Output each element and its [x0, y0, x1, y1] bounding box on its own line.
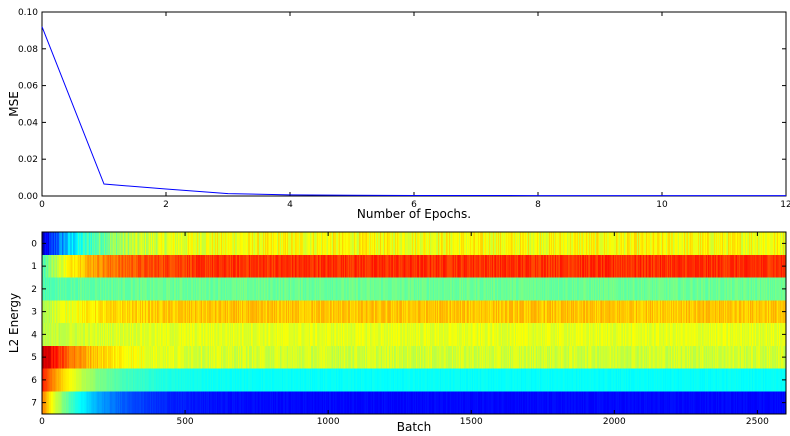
- energy-heatmap-image: [42, 232, 786, 414]
- mse-xtick-label: 4: [287, 200, 293, 210]
- heatmap-ylabel: L2 Energy: [7, 293, 21, 353]
- mse-ytick-label: 0.10: [18, 8, 38, 18]
- mse-xtick-label: 6: [411, 200, 417, 210]
- heatmap-xtick-label: 1000: [317, 417, 340, 427]
- heatmap-ytick-label: 7: [31, 399, 37, 409]
- heatmap-plot-frame: [41, 231, 787, 415]
- mse-ytick-label: 0.06: [18, 82, 38, 92]
- mse-xtick-label: 2: [163, 200, 169, 210]
- heatmap-xtick-label: 500: [176, 417, 193, 427]
- mse-axis-ticks: 0 2 4 6 8 10 12 0.00 0.02 0.04 0.06 0.08 0.10: [18, 8, 790, 210]
- heatmap-ytick-label: 3: [31, 308, 37, 318]
- mse-chart: 0 2 4 6 8 10 12 0.00 0.02 0.04 0.06 0.08 0.10 Number…: [7, 8, 790, 221]
- mse-plot-frame: [41, 11, 787, 197]
- heatmap-xlabel: Batch: [397, 420, 432, 434]
- heatmap-ytick-label: 6: [31, 376, 37, 386]
- mse-xtick-label: 10: [656, 200, 668, 210]
- heatmap-ytick-label: 0: [31, 239, 37, 249]
- mse-xtick-label: 8: [535, 200, 541, 210]
- mse-xtick-label: 0: [39, 200, 45, 210]
- heatmap-ytick-label: 4: [31, 330, 37, 340]
- heatmap-xtick-label: 2000: [603, 417, 626, 427]
- heatmap-ytick-label: 5: [31, 353, 37, 363]
- heatmap-xtick-label: 2500: [746, 417, 769, 427]
- mse-ytick-label: 0.02: [18, 155, 38, 165]
- mse-xtick-label: 12: [780, 200, 790, 210]
- mse-ytick-label: 0.00: [18, 192, 38, 202]
- mse-ylabel: MSE: [7, 91, 21, 117]
- heatmap-axis-ticks: 0 500 1000 1500 2000 2500 0 1 2 3 4 5 6 7: [31, 232, 786, 427]
- heatmap-xtick-label: 0: [39, 417, 45, 427]
- energy-heatmap-chart: 0 500 1000 1500 2000 2500 0 1 2 3 4 5 6 7 Batch L2 En…: [7, 231, 787, 434]
- heatmap-ytick-label: 1: [31, 262, 37, 272]
- heatmap-xtick-label: 1500: [460, 417, 483, 427]
- heatmap-ytick-label: 2: [31, 285, 37, 295]
- mse-series-line: [41, 26, 786, 197]
- mse-ytick-label: 0.08: [18, 45, 38, 55]
- mse-xlabel: Number of Epochs.: [357, 207, 471, 221]
- mse-ytick-label: 0.04: [18, 118, 38, 128]
